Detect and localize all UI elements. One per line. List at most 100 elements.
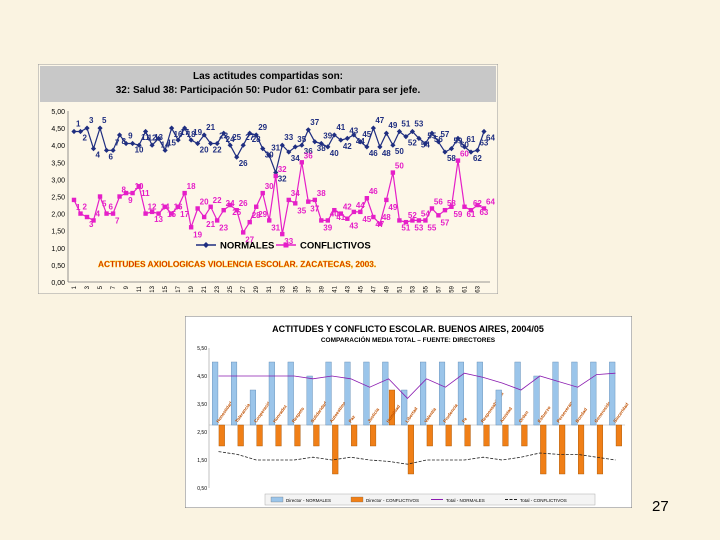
chart1-data-point-conflictivos [71, 197, 77, 203]
chart1-data-point-normales [253, 132, 259, 138]
chart1-data-point-normales [90, 146, 97, 152]
chart1-x-tick-label: 61 [462, 285, 468, 292]
chart1-data-point-normales [77, 128, 84, 135]
chart1-data-point-normales [468, 149, 474, 155]
chart1-data-label: 1 [76, 120, 81, 129]
chart1-data-label: 4 [96, 209, 101, 218]
chart1-data-point-conflictivos [475, 202, 480, 208]
chart1-data-point-conflictivos [306, 199, 311, 204]
chart1-data-label: 23 [219, 131, 228, 140]
chart1-data-label: 32 [278, 175, 287, 184]
chart1-data-point-conflictivos [162, 204, 168, 209]
chart1-data-label: 4 [96, 151, 101, 160]
chart1-data-point-conflictivos [169, 211, 174, 216]
chart1-data-label: 33 [284, 237, 293, 246]
chart1-data-label: 61 [466, 135, 475, 144]
chart1-data-point-conflictivos [455, 158, 461, 163]
chart1-data-point-conflictivos [221, 207, 226, 213]
chart1-data-label: 25 [232, 208, 241, 217]
chart1-data-point-normales [338, 137, 344, 143]
chart1-data-point-conflictivos [214, 218, 220, 223]
chart1-y-tick-label: 2,50 [51, 195, 65, 202]
chart1-data-point-conflictivos [423, 218, 428, 223]
chart2-bar-normales [344, 361, 351, 426]
chart1-y-tick-label: 1,00 [51, 246, 65, 253]
chart1-x-tick-label: 37 [306, 285, 312, 292]
chart2-bar-conflictivos [540, 424, 547, 475]
chart1-data-label: 22 [213, 145, 222, 154]
chart1-data-label: 1 [76, 203, 81, 212]
chart1-data-point-conflictivos [247, 219, 252, 225]
chart1-data-label: 13 [154, 215, 163, 224]
chart1-x-tick-label: 57 [436, 285, 442, 292]
chart1-data-label: 44 [356, 201, 365, 210]
chart1-data-point-normales [260, 146, 266, 152]
buenos-aires-bar-chart: ACTITUDES Y CONFLICTO ESCOLAR. BUENOS AI… [185, 316, 632, 508]
chart1-data-label: 49 [388, 203, 397, 212]
chart1-y-tick-label: 5,00 [51, 109, 65, 116]
chart1-data-label: 18 [187, 182, 196, 191]
chart1-data-label: 9 [128, 196, 133, 205]
chart1-data-point-normales [156, 135, 162, 141]
chart1-x-tick-label: 15 [163, 285, 169, 292]
chart2-bar-conflictivos [332, 424, 339, 475]
chart1-data-point-conflictivos [188, 225, 194, 230]
chart2-legend-box [264, 493, 596, 506]
chart2-legend-label: Director - CONFLICTIVOS [366, 498, 419, 503]
chart1-data-point-conflictivos [338, 211, 344, 216]
chart1-data-label: 59 [453, 210, 462, 219]
chart1-data-label: 20 [200, 145, 209, 154]
chart2-bar-conflictivos [256, 424, 263, 447]
chart1-data-label: 31 [271, 143, 280, 152]
chart1-y-tick-label: 3,00 [51, 177, 65, 184]
chart1-data-point-normales [247, 130, 253, 136]
chart1-data-point-conflictivos [149, 209, 155, 215]
chart1-data-label: 12 [148, 203, 157, 212]
chart1-data-point-conflictivos [436, 213, 441, 218]
chart1-data-label: 5 [102, 200, 107, 209]
chart1-data-label: 55 [427, 223, 436, 232]
chart1-data-point-normales [129, 140, 136, 147]
chart1-data-label: 41 [336, 123, 345, 132]
chart1-legend-label: CONFLICTIVOS [300, 241, 371, 252]
chart1-data-label: 34 [291, 189, 300, 198]
chart1-x-tick-label: 13 [150, 285, 156, 292]
chart1-data-point-conflictivos [241, 230, 246, 235]
chart1-data-label: 45 [362, 215, 371, 224]
chart2-y-tick-label: 3,50 [197, 402, 207, 408]
chart1-data-point-conflictivos [78, 211, 83, 216]
chart1-data-label: 17 [180, 128, 189, 137]
chart1-data-point-conflictivos [201, 214, 207, 220]
chart1-series-line [74, 126, 485, 175]
chart1-x-tick-label: 21 [202, 285, 208, 292]
chart1-x-tick-label: 9 [124, 285, 130, 289]
chart1-data-point-conflictivos [384, 197, 389, 203]
chart1-data-point-conflictivos [403, 219, 409, 225]
chart1-data-point-conflictivos [332, 207, 337, 213]
chart1-data-point-conflictivos [91, 218, 96, 223]
chart1-data-label: 64 [486, 134, 495, 143]
chart1-x-tick-label: 43 [345, 285, 351, 292]
chart1-data-label: 39 [323, 131, 332, 140]
chart1-data-label: 36 [304, 151, 313, 160]
chart1-data-label: 43 [349, 126, 358, 135]
chart2-y-tick-label: 5,50 [197, 346, 207, 352]
slide-number: 27 [652, 498, 669, 515]
chart1-data-label: 11 [141, 189, 150, 198]
chart1-data-label: 19 [193, 128, 202, 137]
chart1-x-tick-label: 17 [176, 285, 182, 292]
chart2-y-tick-label: 4,50 [197, 374, 207, 380]
chart1-data-label: 37 [310, 205, 319, 214]
chart2-bar-normales [212, 361, 219, 426]
chart1-data-point-normales [279, 142, 285, 148]
chart2-legend-swatch [270, 496, 284, 503]
chart1-data-label: 42 [343, 142, 352, 151]
chart1-data-point-conflictivos [449, 204, 454, 209]
chart1-x-tick-label: 3 [85, 285, 91, 289]
chart2-bar-normales [401, 389, 408, 426]
chart1-data-label: 51 [401, 120, 410, 129]
chart1-data-label: 26 [239, 199, 248, 208]
chart1-data-point-conflictivos [260, 190, 265, 196]
chart1-data-label: 23 [219, 223, 228, 232]
chart1-data-label: 27 [245, 133, 254, 142]
